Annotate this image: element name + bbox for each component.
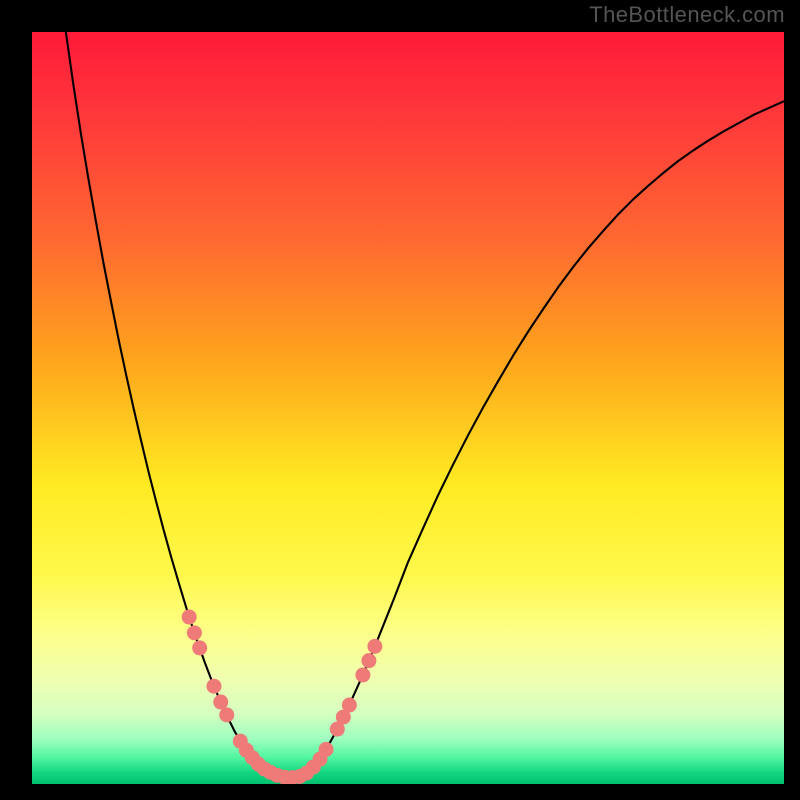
marker-dot — [367, 639, 382, 654]
marker-dot — [342, 698, 357, 713]
plot-area — [32, 32, 784, 784]
marker-dot — [187, 625, 202, 640]
marker-dot — [192, 640, 207, 655]
marker-dot — [319, 742, 334, 757]
marker-dot — [206, 679, 221, 694]
chart-svg — [32, 32, 784, 784]
chart-frame — [32, 32, 784, 784]
watermark-text: TheBottleneck.com — [589, 2, 785, 28]
marker-dot — [361, 653, 376, 668]
marker-dot — [355, 667, 370, 682]
marker-dot — [219, 707, 234, 722]
marker-dot — [213, 695, 228, 710]
gradient-background — [32, 32, 784, 784]
marker-dot — [182, 610, 197, 625]
